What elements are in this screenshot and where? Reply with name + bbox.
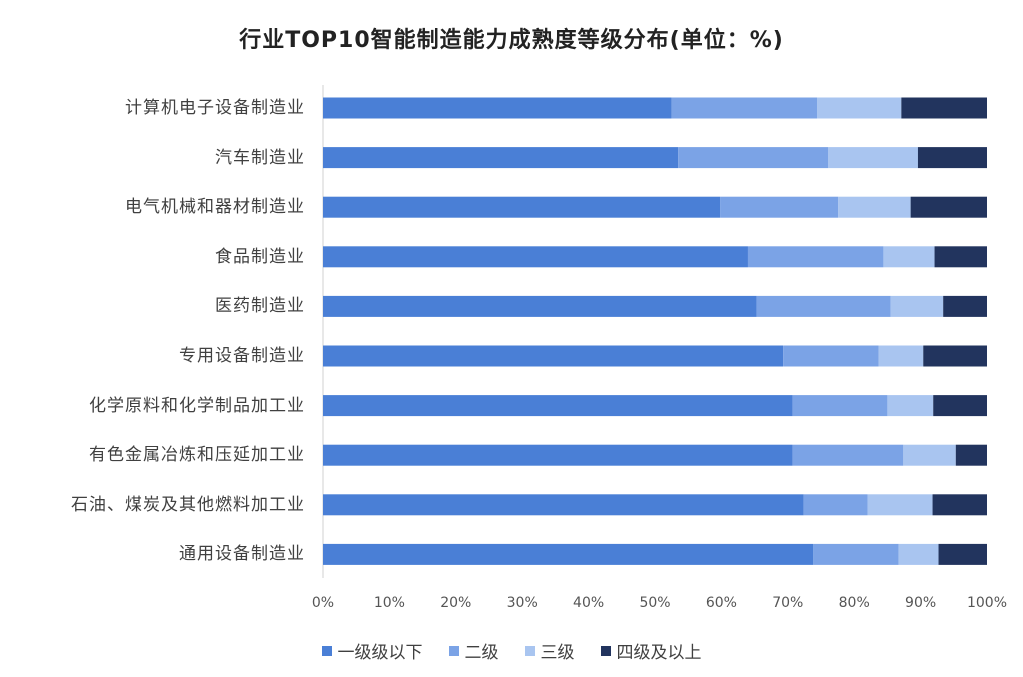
bar-segment-4-series-4 xyxy=(934,246,987,268)
bar-segment-3-series-3 xyxy=(838,196,911,218)
bar-segment-1-series-4 xyxy=(901,97,987,119)
x-tick-label: 80% xyxy=(838,595,870,611)
bar-segment-5-series-2 xyxy=(756,295,891,317)
bar-segment-7-series-2 xyxy=(792,395,888,417)
bar-segment-10-series-1 xyxy=(323,543,814,565)
legend-item: 三级 xyxy=(524,638,575,663)
x-tick-label: 30% xyxy=(506,595,538,611)
bar-segment-5-series-3 xyxy=(890,295,944,317)
x-tick-label: 90% xyxy=(905,595,937,611)
x-tick-label: 10% xyxy=(373,595,405,611)
bar-segment-1-series-3 xyxy=(817,97,902,119)
bar-segment-8-series-2 xyxy=(792,444,904,466)
category-label: 化学原料和化学制品加工业 xyxy=(89,395,305,416)
category-label: 石油、煤炭及其他燃料加工业 xyxy=(71,494,305,515)
bar-segment-6-series-4 xyxy=(923,345,987,367)
bar-segment-3-series-4 xyxy=(910,196,987,218)
legend-item: 四级及以上 xyxy=(600,638,702,663)
legend-label: 二级 xyxy=(464,643,499,663)
bar-segment-9-series-3 xyxy=(867,494,933,516)
legend-label: 三级 xyxy=(540,643,575,663)
bar-segment-2-series-2 xyxy=(678,147,829,169)
bar-segment-8-series-4 xyxy=(955,444,987,466)
bar-segment-9-series-4 xyxy=(932,494,987,516)
bar-segment-1-series-1 xyxy=(323,97,672,119)
bar-segment-8-series-3 xyxy=(903,444,956,466)
legend-label: 一级级以下 xyxy=(337,643,423,663)
bar-segment-9-series-2 xyxy=(803,494,868,516)
bar-segment-4-series-3 xyxy=(883,246,935,268)
x-tick-label: 0% xyxy=(311,595,335,611)
bar-segment-9-series-1 xyxy=(323,494,804,516)
bar-segment-10-series-2 xyxy=(813,543,899,565)
bar-segment-6-series-2 xyxy=(783,345,879,367)
legend-swatch xyxy=(600,645,611,656)
bar-segment-5-series-1 xyxy=(323,295,757,317)
bar-segment-1-series-2 xyxy=(671,97,818,119)
x-tick-label: 40% xyxy=(573,595,605,611)
bar-segment-7-series-3 xyxy=(887,395,934,417)
category-label: 通用设备制造业 xyxy=(179,544,305,565)
bar-segment-8-series-1 xyxy=(323,444,793,466)
category-label: 有色金属冶炼和压延加工业 xyxy=(89,445,305,466)
legend-item: 一级级以下 xyxy=(321,638,423,663)
legend-item: 二级 xyxy=(448,638,499,663)
bar-segment-4-series-2 xyxy=(747,246,884,268)
x-tick-label: 60% xyxy=(705,595,737,611)
legend-label: 四级及以上 xyxy=(616,643,702,663)
legend-swatch xyxy=(524,645,535,656)
bar-segment-6-series-3 xyxy=(878,345,924,367)
bar-segment-2-series-3 xyxy=(828,147,918,169)
category-label: 汽车制造业 xyxy=(215,147,305,168)
category-label: 电气机械和器材制造业 xyxy=(125,197,305,218)
x-tick-label: 50% xyxy=(639,595,671,611)
chart-legend: 一级级以下 二级 三级 四级及以上 xyxy=(0,638,1023,663)
bar-segment-2-series-4 xyxy=(917,147,987,169)
bar-segment-7-series-4 xyxy=(933,395,987,417)
chart-title: 行业TOP10智能制造能力成熟度等级分布(单位：%) xyxy=(239,28,784,53)
category-label: 计算机电子设备制造业 xyxy=(125,98,305,118)
x-tick-label: 100% xyxy=(966,595,1008,611)
bar-segment-7-series-1 xyxy=(323,395,793,417)
x-tick-label: 20% xyxy=(440,595,472,611)
bar-segment-2-series-1 xyxy=(323,147,679,169)
bar-segment-3-series-2 xyxy=(720,196,839,218)
bar-segment-10-series-3 xyxy=(898,543,939,565)
bar-segment-4-series-1 xyxy=(323,246,748,268)
x-tick-label: 70% xyxy=(772,595,804,611)
category-label: 专用设备制造业 xyxy=(179,346,305,366)
category-label: 食品制造业 xyxy=(215,246,305,267)
legend-swatch xyxy=(321,645,332,656)
category-label: 医药制造业 xyxy=(215,296,305,317)
bar-segment-6-series-1 xyxy=(323,345,784,367)
bar-segment-10-series-4 xyxy=(938,543,987,565)
bar-segment-5-series-4 xyxy=(943,295,987,317)
bar-segment-3-series-1 xyxy=(323,196,721,218)
legend-swatch xyxy=(448,645,459,656)
